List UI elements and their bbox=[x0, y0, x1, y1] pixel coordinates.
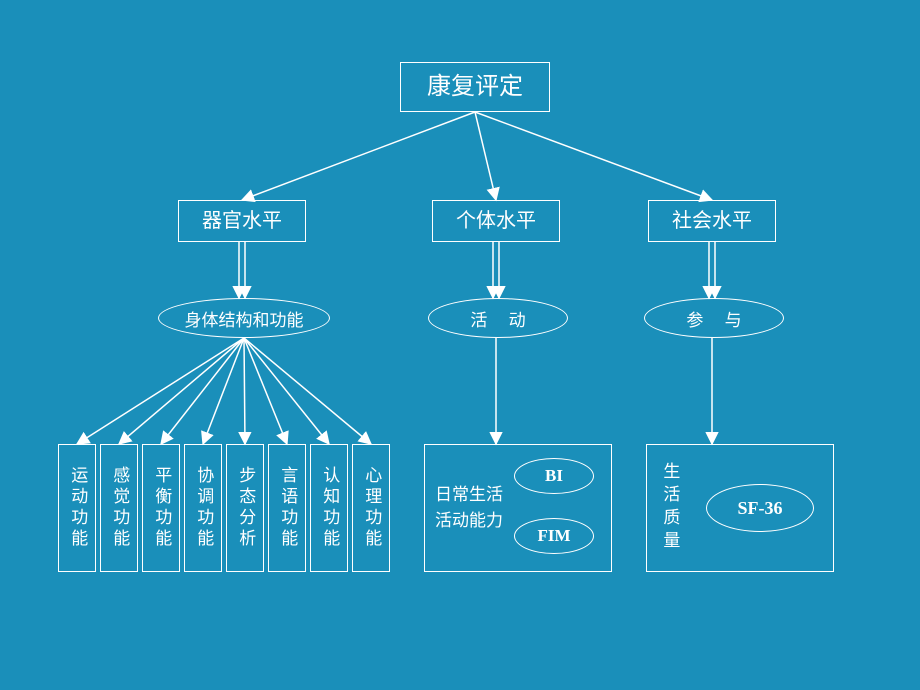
organ-leaf-label: 感觉功能 bbox=[109, 466, 129, 550]
organ-leaf-box: 运动功能 bbox=[58, 444, 96, 572]
level3-label: 活 动 bbox=[470, 306, 525, 331]
organ-leaf-label: 协调功能 bbox=[193, 466, 213, 550]
level2-node: 个体水平 bbox=[432, 200, 560, 242]
activity-left-label-col: 生能 bbox=[469, 482, 486, 535]
social-inner-label: SF-36 bbox=[738, 498, 783, 519]
level3-ellipse: 活 动 bbox=[428, 298, 568, 338]
activity-inner-label: BI bbox=[545, 466, 563, 486]
activity-left-label-col: 日活 bbox=[435, 482, 452, 535]
activity-left-label: 日活常动生能活力 bbox=[435, 482, 503, 535]
organ-leaf-box: 协调功能 bbox=[184, 444, 222, 572]
organ-leaf-label: 认知功能 bbox=[319, 466, 339, 550]
organ-leaf-box: 步态分析 bbox=[226, 444, 264, 572]
level2-label: 社会水平 bbox=[672, 209, 752, 233]
organ-leaf-box: 言语功能 bbox=[268, 444, 306, 572]
level3-label: 参 与 bbox=[686, 306, 741, 331]
organ-leaf-box: 平衡功能 bbox=[142, 444, 180, 572]
activity-inner-label: FIM bbox=[537, 526, 570, 546]
diagram-canvas: 康复评定器官水平 个体水平 社会水平身体结构和功能 活 动 参 与运动功能 感觉功能 平衡功… bbox=[0, 0, 920, 690]
level3-ellipse: 参 与 bbox=[644, 298, 784, 338]
social-inner-ellipse: SF-36 bbox=[706, 484, 814, 532]
organ-leaf-label: 步态分析 bbox=[235, 466, 255, 550]
activity-inner-ellipse: BI bbox=[514, 458, 594, 494]
root-node: 康复评定 bbox=[400, 62, 550, 112]
level2-label: 个体水平 bbox=[456, 209, 536, 233]
level2-node: 社会水平 bbox=[648, 200, 776, 242]
organ-leaf-box: 感觉功能 bbox=[100, 444, 138, 572]
root-label: 康复评定 bbox=[427, 73, 523, 102]
social-left-label: 生活质量 bbox=[659, 462, 679, 554]
organ-leaf-label: 平衡功能 bbox=[151, 466, 171, 550]
level3-label: 身体结构和功能 bbox=[185, 306, 304, 331]
activity-left-label-col: 常动 bbox=[452, 482, 469, 535]
activity-inner-ellipse: FIM bbox=[514, 518, 594, 554]
level2-label: 器官水平 bbox=[202, 209, 282, 233]
organ-leaf-label: 心理功能 bbox=[361, 466, 381, 550]
organ-leaf-box: 心理功能 bbox=[352, 444, 390, 572]
organ-leaf-box: 认知功能 bbox=[310, 444, 348, 572]
level2-node: 器官水平 bbox=[178, 200, 306, 242]
activity-left-label-col: 活力 bbox=[486, 482, 503, 535]
organ-leaf-label: 运动功能 bbox=[67, 466, 87, 550]
organ-leaf-label: 言语功能 bbox=[277, 466, 297, 550]
level3-ellipse: 身体结构和功能 bbox=[158, 298, 330, 338]
